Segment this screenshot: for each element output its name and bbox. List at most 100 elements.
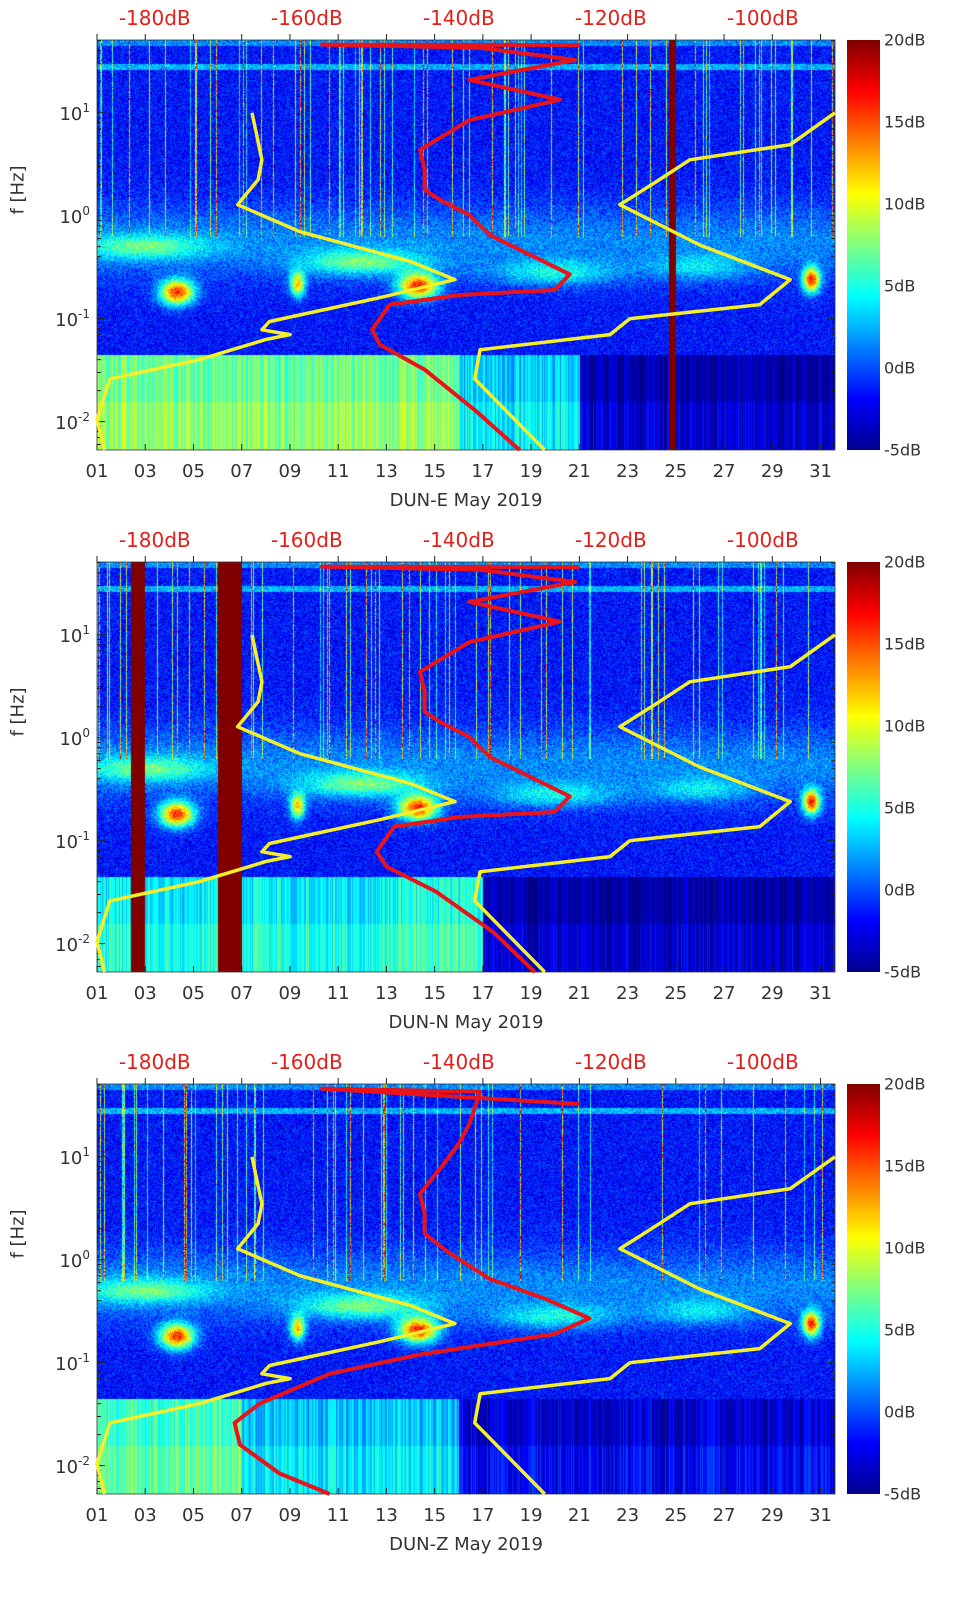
x-tick-label: 25 (664, 983, 688, 1004)
series-station-psd (320, 42, 580, 452)
top-axis-label: -180dB (118, 6, 191, 30)
colorbar-label: 0dB (884, 880, 916, 900)
x-tick-label: 15 (423, 983, 447, 1004)
x-tick-label: 03 (133, 983, 157, 1004)
x-tick-label: 19 (519, 461, 543, 482)
y-tick-base: 10 (59, 1147, 83, 1169)
x-tick-label: 01 (85, 983, 109, 1004)
y-tick-label: 10-1 (55, 307, 90, 331)
x-tick-label: 27 (712, 1505, 736, 1526)
colorbar-label: 5dB (884, 798, 916, 818)
y-tick-base: 10 (55, 412, 79, 434)
colorbar-label: 10dB (884, 716, 926, 736)
x-tick-label: 31 (809, 461, 832, 482)
colorbar-label: 15dB (884, 112, 926, 132)
y-axis-label: f [Hz] (7, 165, 29, 215)
colorbar-label: 0dB (884, 358, 916, 378)
colorbar (847, 40, 880, 450)
colorbar-label: 5dB (884, 1320, 916, 1340)
top-axis-label: -160dB (270, 528, 343, 552)
x-tick-label: 01 (85, 461, 109, 482)
spectrogram-image (97, 562, 835, 972)
series-low-noise-model (95, 112, 457, 451)
y-tick-base: 10 (55, 309, 79, 331)
x-tick-label: 01 (85, 1505, 109, 1526)
x-tick-label: 09 (278, 983, 302, 1004)
colorbar-label: 15dB (884, 634, 926, 654)
colorbar-label: -5dB (884, 1484, 922, 1504)
x-axis-label: DUN-E May 2019 (389, 490, 543, 511)
y-tick-label: 10-2 (55, 1454, 90, 1478)
x-tick-label: 29 (760, 461, 784, 482)
x-tick-label: 15 (423, 1505, 447, 1526)
top-axis-label: -120dB (574, 6, 647, 30)
series-station-psd (320, 564, 580, 974)
x-tick-label: 17 (471, 461, 495, 482)
x-axis-label: DUN-N May 2019 (388, 1012, 544, 1033)
top-axis-label: -140dB (422, 6, 495, 30)
y-tick-base: 10 (55, 1456, 79, 1478)
x-tick-label: 13 (374, 1505, 398, 1526)
x-tick-label: 11 (326, 461, 350, 482)
y-tick-exponent: -1 (78, 1350, 90, 1365)
colorbar-label: 20dB (884, 552, 926, 572)
y-tick-base: 10 (59, 728, 83, 750)
top-axis-label: -120dB (574, 528, 647, 552)
top-axis-label: -120dB (574, 1050, 647, 1074)
x-tick-label: 15 (423, 461, 447, 482)
x-tick-label: 13 (374, 983, 398, 1004)
y-tick-base: 10 (59, 625, 83, 647)
y-tick-base: 10 (55, 934, 79, 956)
x-tick-label: 23 (616, 461, 640, 482)
y-tick-exponent: 1 (82, 622, 90, 637)
top-axis-label: -180dB (118, 528, 191, 552)
top-axis-label: -100dB (726, 6, 799, 30)
y-tick-label: 100 (59, 204, 90, 228)
series-high-noise-model (472, 633, 837, 974)
x-tick-label: 17 (471, 983, 495, 1004)
x-tick-label: 23 (616, 1505, 640, 1526)
colorbar-label: -5dB (884, 440, 922, 460)
y-tick-label: 10-2 (55, 932, 90, 956)
x-tick-label: 27 (712, 983, 736, 1004)
spectrogram-image (97, 1084, 835, 1494)
x-tick-label: 21 (567, 461, 591, 482)
x-tick-label: 21 (567, 1505, 591, 1526)
colorbar-label: -5dB (884, 962, 922, 982)
top-axis-label: -100dB (726, 1050, 799, 1074)
x-tick-label: 13 (374, 461, 398, 482)
x-tick-label: 05 (182, 983, 205, 1004)
top-axis-label: -140dB (422, 528, 495, 552)
x-tick-label: 03 (133, 1505, 157, 1526)
spectrogram-panel: -180dB -160dB -140dB -120dB -100dB 01 03 05 07 09… (0, 1044, 962, 1566)
y-axis-label: f [Hz] (7, 687, 29, 737)
series-high-noise-model (472, 1155, 837, 1496)
y-tick-base: 10 (55, 831, 79, 853)
y-tick-base: 10 (55, 1353, 79, 1375)
colorbar-label: 10dB (884, 1238, 926, 1258)
y-tick-exponent: -2 (78, 409, 90, 424)
y-tick-base: 10 (59, 103, 83, 125)
plot-overlay (95, 1078, 837, 1496)
top-axis-label: -160dB (270, 6, 343, 30)
x-tick-label: 29 (760, 983, 784, 1004)
y-tick-label: 10-1 (55, 1351, 90, 1375)
y-tick-base: 10 (59, 206, 83, 228)
x-tick-label: 09 (278, 1505, 302, 1526)
y-tick-exponent: -2 (78, 931, 90, 946)
x-tick-label: 05 (182, 461, 205, 482)
y-tick-label: 101 (59, 1145, 90, 1169)
x-tick-label: 07 (230, 461, 254, 482)
x-tick-label: 11 (326, 1505, 350, 1526)
y-tick-exponent: 1 (82, 1144, 90, 1159)
x-tick-label: 23 (616, 983, 640, 1004)
series-station-psd (232, 1086, 592, 1496)
colorbar-label: 15dB (884, 1156, 926, 1176)
y-axis-label: f [Hz] (7, 1209, 29, 1259)
top-axis-label: -100dB (726, 528, 799, 552)
y-tick-label: 100 (59, 1248, 90, 1272)
x-tick-label: 31 (809, 983, 832, 1004)
plot-frame (96, 1083, 836, 1495)
x-tick-label: 29 (760, 1505, 784, 1526)
plot-overlay (95, 34, 837, 452)
